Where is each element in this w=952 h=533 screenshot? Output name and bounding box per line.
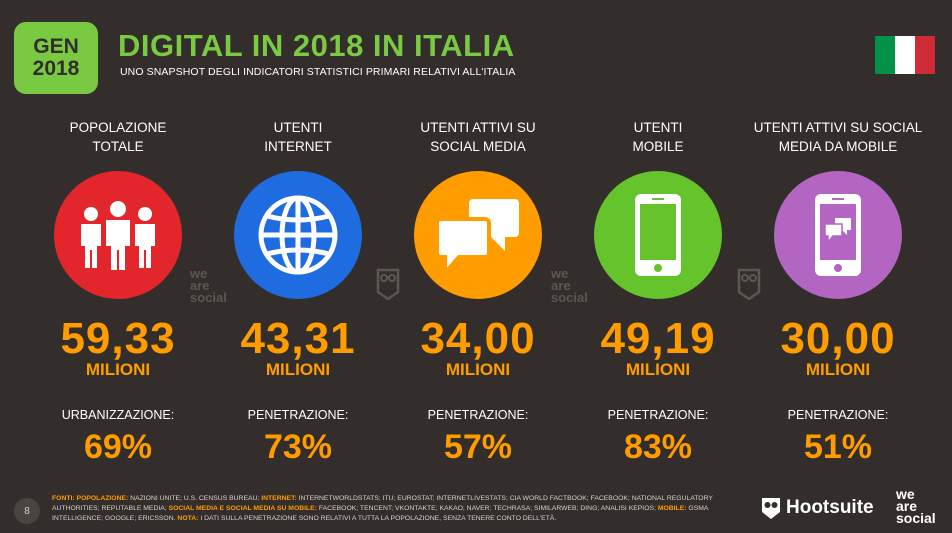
- stat-unit: MILIONI: [625, 360, 691, 379]
- hootsuite-wordmark: Hootsuite: [786, 497, 874, 518]
- stat-label-line1: UTENTI: [633, 120, 683, 135]
- stat-circle: [774, 171, 902, 299]
- page-title: DIGITAL IN 2018 IN ITALIA: [118, 28, 515, 63]
- hootsuite-owl-icon: [762, 498, 780, 519]
- badge-line2: 2018: [32, 57, 80, 80]
- sources-pop-text: NAZIONI UNITE; U.S. CENSUS BUREAU;: [130, 495, 260, 502]
- stat-unit: MILIONI: [85, 360, 151, 379]
- stat-label-line2: TOTALE: [92, 139, 144, 154]
- sources-social-label: SOCIAL MEDIA E SOCIAL MEDIA SU MOBILE:: [168, 505, 317, 512]
- page-number: 8: [14, 498, 40, 524]
- hootsuite-logo: Hootsuite: [760, 496, 874, 520]
- sources-nota-text: I DATI SULLA PENETRAZIONE SONO RELATIVI …: [200, 515, 557, 522]
- stat-column-mobile-social: UTENTI ATTIVI SU SOCIAL MEDIA DA MOBILE 3…: [750, 118, 926, 466]
- italy-flag-icon: [875, 36, 935, 74]
- owl-watermark-icon: [737, 268, 761, 300]
- stat-circle: [414, 171, 542, 299]
- gen-2018-badge: GEN 2018: [14, 22, 98, 94]
- stat-circle: [54, 171, 182, 299]
- we-are-social-logo: we are social: [896, 486, 936, 526]
- stat-column-mobile: UTENTI MOBILE 49,19 MILIONI PENETRAZIONE:…: [570, 118, 746, 466]
- stat-label-line2: SOCIAL MEDIA: [430, 139, 526, 154]
- was-line1: we: [896, 486, 915, 502]
- sources-pop-label: POPOLAZIONE:: [76, 495, 129, 502]
- stat-label-line2: MEDIA DA MOBILE: [778, 139, 898, 154]
- stat-value: 59,33: [60, 314, 176, 363]
- mobile-phone-icon: [635, 194, 681, 276]
- was-line3: social: [896, 510, 936, 526]
- sources-note: FONTI: POPOLAZIONE: NAZIONI UNITE; U.S. …: [52, 494, 732, 524]
- stat-value: 30,00: [780, 314, 896, 363]
- chat-bubbles-icon: [435, 199, 519, 277]
- page-subtitle: UNO SNAPSHOT DEGLI INDICATORI STATISTICI…: [120, 66, 516, 78]
- badge-line1: GEN: [33, 35, 79, 58]
- stat-unit: MILIONI: [805, 360, 871, 379]
- stat-label: UTENTI ATTIVI SU SOCIAL MEDIA DA MOBILE: [754, 118, 923, 162]
- stat-sub-value: 73%: [263, 428, 333, 466]
- stat-sub-value: 83%: [623, 428, 693, 466]
- stat-sub-label: PENETRAZIONE:: [247, 408, 349, 422]
- stat-value: 34,00: [420, 314, 536, 363]
- people-icon: [81, 201, 155, 270]
- stat-label-line1: POPOLAZIONE: [69, 120, 167, 135]
- stat-sub-value: 51%: [803, 428, 873, 466]
- sources-mobile-text: GSMA INTELLIGENCE; GOOGLE; ERICSSON.: [52, 505, 709, 522]
- stat-sub-value: 57%: [443, 428, 513, 466]
- stat-label-line2: INTERNET: [264, 139, 332, 154]
- sources-nota-label: NOTA:: [177, 515, 199, 522]
- stat-column-social-media: UTENTI ATTIVI SU SOCIAL MEDIA 34,00 MILIO…: [390, 118, 566, 466]
- stat-sub-label: PENETRAZIONE:: [787, 408, 889, 422]
- stat-label: POPOLAZIONE TOTALE: [70, 118, 167, 162]
- stat-sub-value: 69%: [83, 428, 153, 466]
- sources-internet-text: INTERNETWORLDSTATS; ITU; EUROSTAT; INTER…: [52, 495, 713, 512]
- we-are-social-watermark: we are social: [551, 266, 588, 305]
- stat-unit: MILIONI: [265, 360, 331, 379]
- stat-label: UTENTI MOBILE: [632, 118, 683, 162]
- stat-column-internet: UTENTI INTERNET 43,31 MILIONI PENETRAZION…: [210, 118, 386, 466]
- stat-unit: MILIONI: [445, 360, 511, 379]
- we-are-social-watermark: we are social: [190, 266, 227, 305]
- mobile-social-icon: [815, 194, 861, 276]
- stat-label-line1: UTENTI ATTIVI SU SOCIAL: [753, 120, 923, 135]
- sources-internet-label: INTERNET:: [261, 495, 297, 502]
- stat-label-line2: MOBILE: [632, 139, 684, 154]
- globe-icon: [258, 195, 338, 275]
- stat-sub-label: URBANIZZAZIONE:: [61, 408, 175, 422]
- sources-social-text: FACEBOOK; TENCENT; VKONTAKTE; KAKAO; NAV…: [318, 505, 656, 512]
- sources-mobile-label: MOBILE:: [657, 505, 687, 512]
- stat-label: UTENTI ATTIVI SU SOCIAL MEDIA: [420, 118, 535, 162]
- stat-column-population: POPOLAZIONE TOTALE 59,33 MILIONI URBANIZZ…: [30, 118, 206, 466]
- sources-fonti-label: FONTI:: [52, 495, 75, 502]
- stat-sub-label: PENETRAZIONE:: [427, 408, 529, 422]
- stat-circle: [594, 171, 722, 299]
- stat-label-line1: UTENTI: [273, 120, 323, 135]
- owl-watermark-icon: [376, 268, 400, 300]
- was-line2: are: [896, 498, 918, 514]
- stat-circle: [234, 171, 362, 299]
- stat-label: UTENTI INTERNET: [264, 118, 332, 162]
- stat-value: 49,19: [600, 314, 716, 363]
- stat-value: 43,31: [240, 314, 356, 363]
- stat-sub-label: PENETRAZIONE:: [607, 408, 709, 422]
- stat-label-line1: UTENTI ATTIVI SU: [420, 120, 536, 135]
